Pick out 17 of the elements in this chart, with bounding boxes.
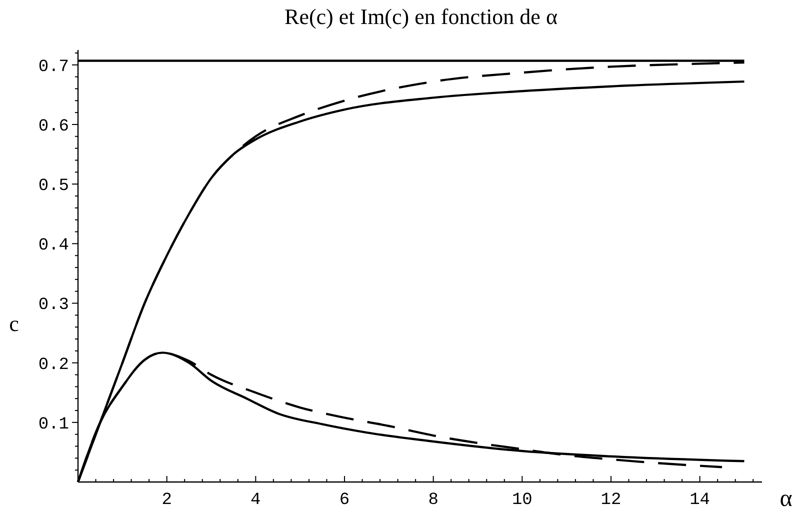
y-tick-label: 0.7 — [38, 58, 69, 77]
x-tick-label: 12 — [600, 491, 622, 510]
y-tick-label: 0.2 — [38, 356, 69, 375]
y-tick-label: 0.6 — [38, 117, 69, 136]
y-tick-label: 0.4 — [38, 236, 69, 256]
x-tick-label: 14 — [690, 491, 710, 510]
x-tick-label: 8 — [428, 491, 438, 510]
x-axis-title: α — [780, 486, 793, 512]
y-tick-label: 0.3 — [38, 296, 69, 316]
y-tick-label: 0.1 — [38, 415, 69, 434]
x-tick-label: 2 — [162, 491, 172, 510]
chart-title: Re(c) et Im(c) en fonction de α — [284, 4, 558, 29]
y-axis-title: c — [9, 310, 20, 336]
x-tick-label: 6 — [339, 491, 350, 510]
y-tick-label: 0.5 — [38, 177, 69, 196]
x-tick-label: 4 — [250, 491, 261, 510]
x-tick-label: 10 — [512, 491, 532, 510]
